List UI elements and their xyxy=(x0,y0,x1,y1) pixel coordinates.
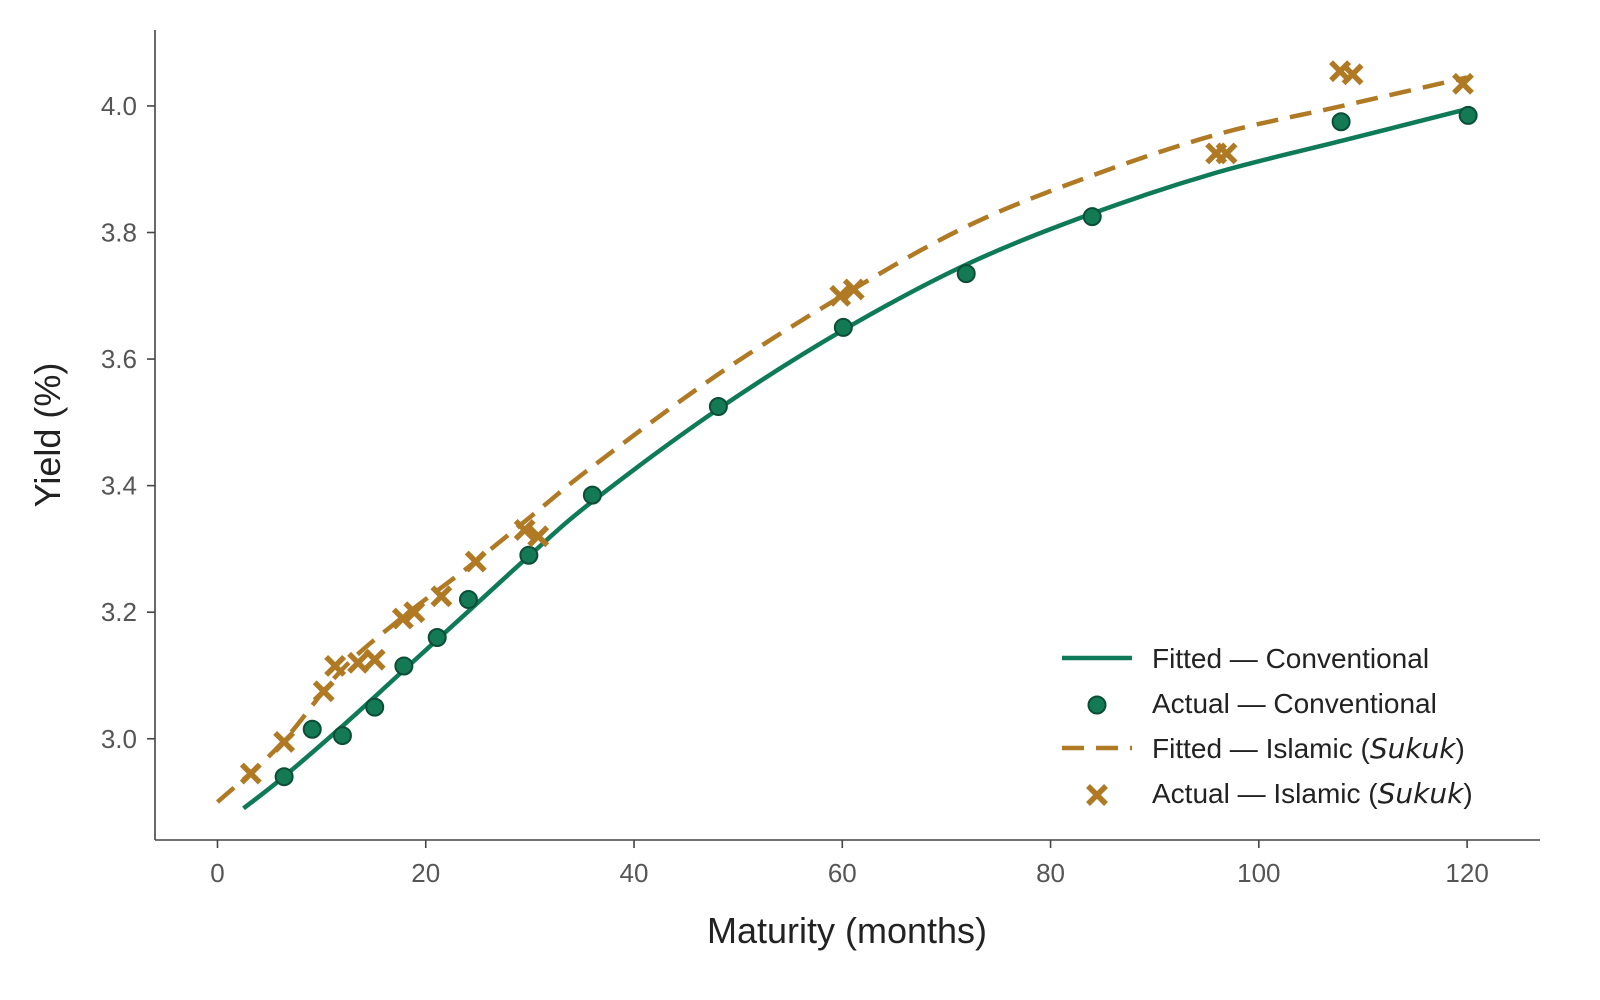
cross-stroke xyxy=(1451,72,1474,95)
cross-stroke xyxy=(324,655,347,677)
plot-area xyxy=(215,60,1478,811)
cross-stroke xyxy=(842,278,865,301)
x-tick-label: 60 xyxy=(828,858,857,888)
islamic-point xyxy=(842,278,865,301)
islamic-point xyxy=(1215,142,1238,165)
legend-label-text: Fitted — Islamic ( xyxy=(1152,733,1370,764)
x-tick-label: 80 xyxy=(1036,858,1065,888)
cross-stroke xyxy=(312,680,335,703)
islamic-point xyxy=(391,607,414,630)
cross-stroke xyxy=(1341,63,1364,86)
legend-item-1: Actual — Conventional xyxy=(1087,688,1437,719)
cross-stroke xyxy=(347,651,370,674)
cross-stroke xyxy=(829,284,852,307)
islamic-point xyxy=(403,601,426,624)
islamic-point xyxy=(363,648,386,671)
y-ticks: 3.0 3.2 3.4 3.6 3.8 4.0 xyxy=(101,91,155,754)
legend-label-text: Actual — Conventional xyxy=(1152,688,1437,719)
islamic-point xyxy=(527,525,550,548)
islamic-point xyxy=(239,762,262,785)
islamic-point xyxy=(312,680,335,703)
axes xyxy=(154,30,1540,841)
islamic-point xyxy=(347,651,370,674)
cross-stroke xyxy=(239,762,262,785)
legend: Fitted — Conventional Actual — Convention… xyxy=(1062,643,1473,810)
cross-stroke xyxy=(513,518,536,541)
legend-swatch-circle xyxy=(1087,695,1107,715)
islamic-point xyxy=(324,655,347,677)
conventional-point xyxy=(582,485,602,505)
conventional-point xyxy=(1331,112,1351,132)
cross-stroke xyxy=(1215,142,1238,165)
cross-stroke xyxy=(527,525,550,548)
legend-label: Actual — Islamic (Sukuk) xyxy=(1152,777,1473,810)
islamic-point xyxy=(1451,72,1474,95)
legend-label: Actual — Conventional xyxy=(1152,688,1437,719)
islamic-point xyxy=(1341,63,1364,86)
islamic-point xyxy=(513,518,536,541)
conventional-point xyxy=(394,656,414,676)
conventional-point xyxy=(708,397,728,417)
cross-stroke xyxy=(1086,784,1108,806)
series-line-2 xyxy=(215,75,1468,804)
cross-stroke xyxy=(464,550,487,573)
conventional-point xyxy=(1458,105,1478,125)
islamic-point xyxy=(464,550,487,573)
legend-label-suffix: ) xyxy=(1463,778,1472,809)
legend-item-0: Fitted — Conventional xyxy=(1062,643,1429,674)
legend-item-3: Actual — Islamic (Sukuk) xyxy=(1086,777,1473,810)
conventional-point xyxy=(332,726,352,746)
cross-stroke xyxy=(391,607,414,630)
y-tick-label: 3.4 xyxy=(101,471,137,501)
x-tick-label: 0 xyxy=(210,858,224,888)
legend-label-emphasis: Sukuk xyxy=(1378,777,1465,810)
x-tick-label: 100 xyxy=(1237,858,1280,888)
conventional-point xyxy=(833,317,853,337)
x-tick-label: 40 xyxy=(620,858,649,888)
y-tick-label: 4.0 xyxy=(101,91,137,121)
conventional-point xyxy=(458,590,478,610)
conventional-point xyxy=(519,545,539,565)
legend-label-emphasis: Sukuk xyxy=(1370,732,1457,765)
y-tick-label: 3.8 xyxy=(101,218,137,248)
conventional-point xyxy=(1082,207,1102,227)
cross-stroke xyxy=(363,648,386,671)
y-tick-label: 3.6 xyxy=(101,344,137,374)
conventional-point xyxy=(365,697,385,717)
x-tick-label: 20 xyxy=(411,858,440,888)
islamic-point xyxy=(829,284,852,307)
islamic-point xyxy=(430,585,453,608)
x-ticks: 0 20 40 60 80 100 120 xyxy=(210,840,1489,888)
legend-swatch-cross xyxy=(1086,784,1108,806)
cross-stroke xyxy=(403,601,426,624)
cross-stroke xyxy=(430,585,453,608)
legend-label-text: Actual — Islamic ( xyxy=(1152,778,1378,809)
conventional-point xyxy=(302,719,322,739)
y-axis-title: Yield (%) xyxy=(27,363,68,508)
conventional-point xyxy=(274,767,294,787)
cross-stroke xyxy=(273,730,296,753)
y-tick-label: 3.0 xyxy=(101,724,137,754)
islamic-point xyxy=(273,730,296,753)
legend-label: Fitted — Islamic (Sukuk) xyxy=(1152,732,1465,765)
legend-label-suffix: ) xyxy=(1456,733,1465,764)
conventional-point xyxy=(956,264,976,284)
conventional-point xyxy=(427,628,447,647)
legend-label: Fitted — Conventional xyxy=(1152,643,1429,674)
legend-item-2: Fitted — Islamic (Sukuk) xyxy=(1062,732,1465,765)
y-tick-label: 3.2 xyxy=(101,597,137,627)
x-axis-title: Maturity (months) xyxy=(707,910,987,951)
x-tick-label: 120 xyxy=(1445,858,1488,888)
legend-label-text: Fitted — Conventional xyxy=(1152,643,1429,674)
